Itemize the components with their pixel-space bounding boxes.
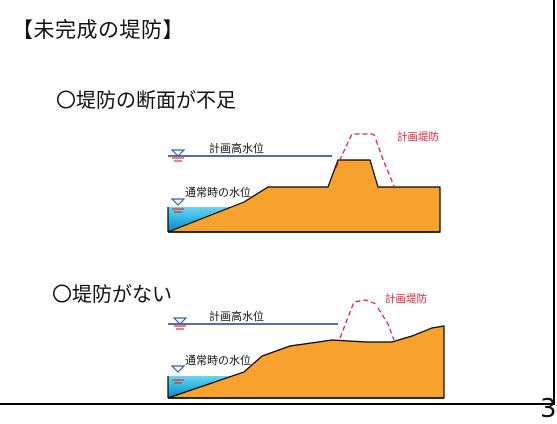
section-2-heading: 〇堤防がない [52, 282, 172, 306]
planned-levee-outline-right [377, 307, 395, 341]
high-water-label: 計画高水位 [209, 141, 264, 155]
normal-water-label: 通常時の水位 [185, 353, 251, 367]
normal-water-label: 通常時の水位 [185, 185, 251, 199]
section-1-heading: 〇堤防の断面が不足 [56, 88, 236, 112]
slide-title: 【未完成の堤防】 [12, 18, 184, 42]
normal-water-level-symbol [170, 365, 186, 384]
planned-levee-outline [339, 299, 377, 339]
high-water-level-symbol [172, 317, 188, 330]
high-water-label: 計画高水位 [209, 309, 264, 323]
diagram-insufficient-section: 計画高水位 通常時の水位 計画堤防 [167, 130, 441, 233]
high-water-level-symbol [170, 149, 186, 162]
planned-levee-label: 計画堤防 [397, 130, 439, 143]
planned-levee-outline-right [375, 139, 395, 187]
normal-water-level-symbol [170, 198, 186, 213]
embankment-shape [167, 159, 441, 233]
ground-shape [167, 325, 445, 399]
planned-levee-label: 計画堤防 [385, 292, 427, 305]
planned-levee-outline [335, 133, 377, 169]
slide-frame [0, 0, 555, 405]
page-number: 3 [540, 394, 557, 424]
diagram-no-levee: 計画高水位 通常時の水位 計画堤防 [167, 292, 445, 399]
